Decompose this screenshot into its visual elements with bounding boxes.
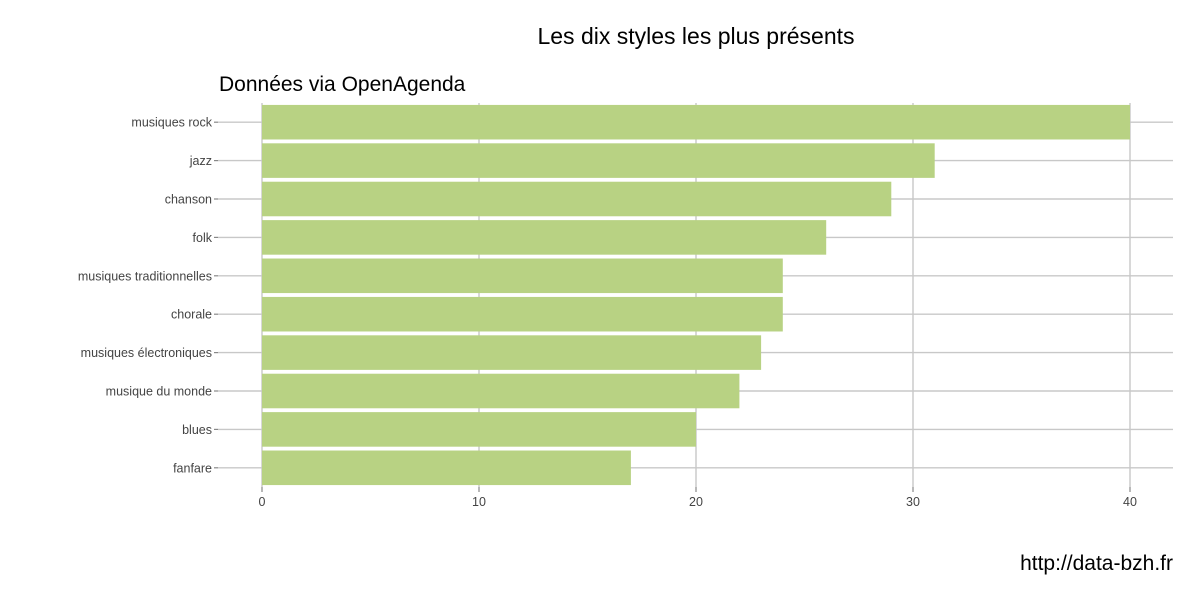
y-tick-label: musiques électroniques [81, 346, 212, 360]
x-tick-label: 20 [689, 495, 703, 509]
y-tick-label: musiques traditionnelles [78, 269, 212, 283]
y-tick-label: musiques rock [131, 116, 212, 130]
y-axis: musiques rock jazz chanson folk musiques tra… [78, 116, 218, 475]
bar [262, 143, 935, 178]
y-tick-label: folk [193, 231, 213, 245]
x-tick-label: 0 [259, 495, 266, 509]
y-tick-label: blues [182, 423, 212, 437]
bar [262, 335, 762, 370]
bars [262, 104, 1130, 486]
y-tick-label: jazz [189, 154, 212, 168]
x-tick-label: 40 [1123, 495, 1137, 509]
bar [262, 104, 1130, 140]
bar [262, 258, 783, 294]
bar [262, 373, 740, 409]
bar [262, 450, 631, 486]
y-tick-label: fanfare [173, 461, 212, 475]
bar [262, 412, 696, 447]
y-tick-label: musique du monde [106, 385, 212, 399]
chart-title: Les dix styles les plus présents [537, 23, 854, 49]
chart-caption: http://data-bzh.fr [1020, 552, 1173, 575]
y-tick-label: chanson [165, 193, 212, 207]
bar [262, 181, 892, 217]
chart-subtitle: Données via OpenAgenda [219, 73, 466, 96]
x-tick-label: 10 [472, 495, 486, 509]
y-tick-label: chorale [171, 308, 212, 322]
bar [262, 296, 783, 332]
x-tick-label: 30 [906, 495, 920, 509]
bar [262, 220, 827, 255]
x-axis: 0 10 20 30 40 [259, 487, 1137, 509]
